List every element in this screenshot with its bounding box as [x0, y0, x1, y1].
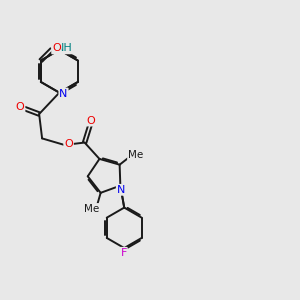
Text: Me: Me	[128, 150, 143, 160]
Text: O: O	[52, 44, 61, 53]
Text: Me: Me	[84, 204, 99, 214]
Text: O: O	[16, 103, 25, 112]
Text: N: N	[59, 88, 68, 98]
Text: O: O	[64, 139, 73, 149]
Text: O: O	[87, 116, 95, 126]
Text: N: N	[117, 185, 125, 195]
Text: F: F	[120, 248, 127, 258]
Text: NH: NH	[56, 44, 73, 53]
